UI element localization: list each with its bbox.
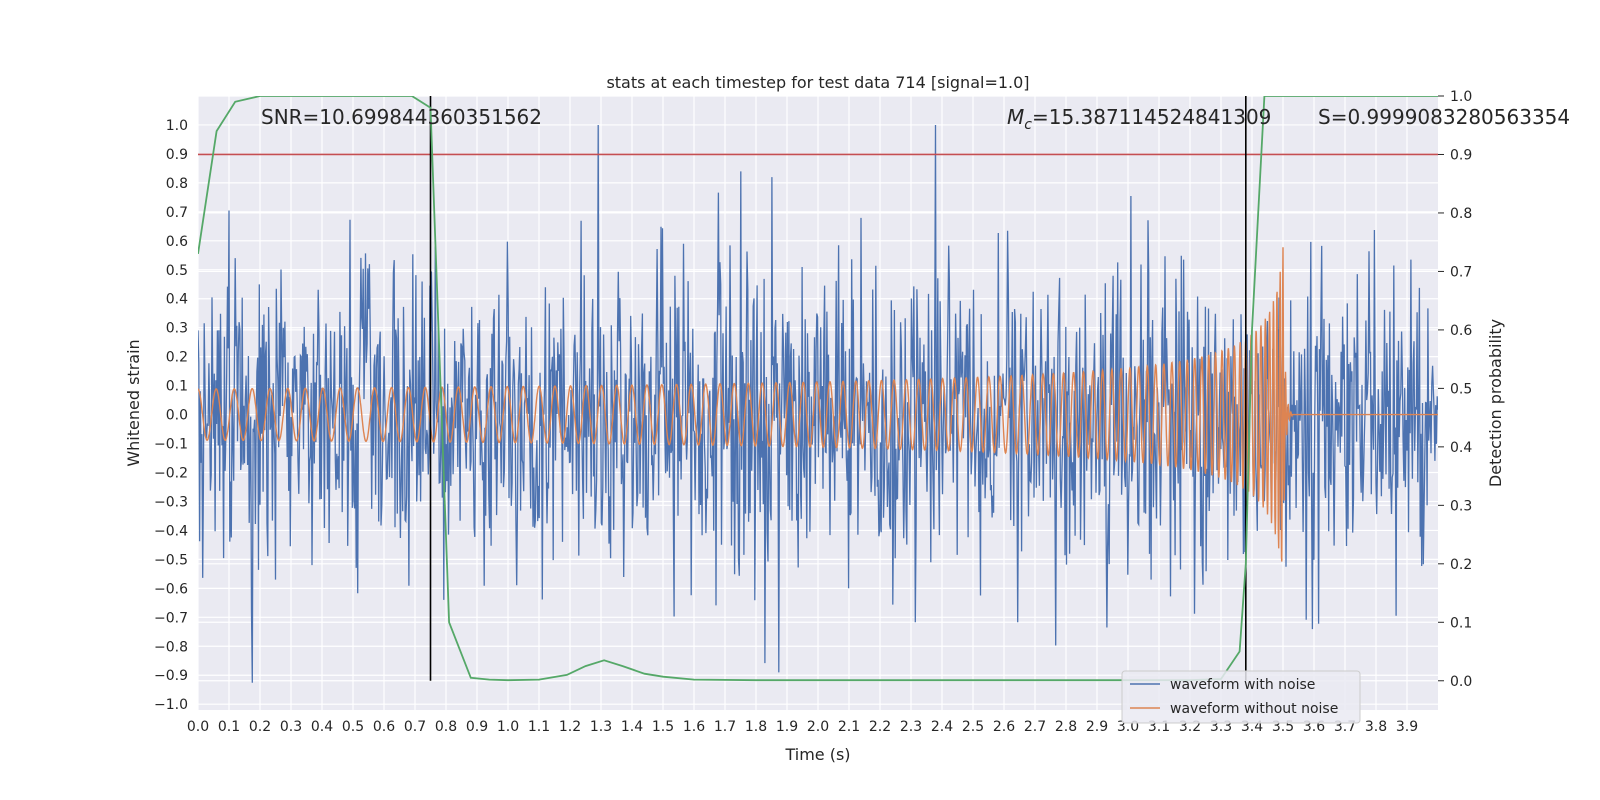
y-left-tick-label: 0.5 xyxy=(166,263,188,279)
x-tick-label: 2.4 xyxy=(931,719,953,735)
x-axis-label: Time (s) xyxy=(784,745,850,764)
y-left-tick-label: 0.4 xyxy=(166,292,188,308)
x-tick-label: 2.5 xyxy=(962,719,984,735)
mc-symbol: M xyxy=(1007,105,1024,129)
y-left-tick-label: −0.1 xyxy=(154,437,188,453)
x-tick-label: 1.1 xyxy=(528,719,550,735)
mc-annotation: Mc=15.387114524841309 xyxy=(1007,105,1271,133)
y-right-tick-label: 0.2 xyxy=(1450,557,1472,573)
y-left-tick-label: 0.2 xyxy=(166,350,188,366)
x-tick-label: 1.3 xyxy=(590,719,612,735)
y-left-tick-label: 0.3 xyxy=(166,321,188,337)
plot-area xyxy=(198,96,1438,683)
y-left-tick-label: −0.3 xyxy=(154,494,188,510)
x-tick-label: 2.6 xyxy=(993,719,1015,735)
y-left-tick-label: −0.8 xyxy=(154,639,188,655)
x-tick-label: 0.9 xyxy=(466,719,488,735)
y-right-tick-label: 0.9 xyxy=(1450,147,1472,163)
chart-title: stats at each timestep for test data 714… xyxy=(606,73,1029,92)
x-tick-label: 3.8 xyxy=(1365,719,1387,735)
y-left-tick-label: 0.7 xyxy=(166,205,188,221)
legend-label-clean: waveform without noise xyxy=(1170,701,1338,717)
x-tick-label: 2.2 xyxy=(869,719,891,735)
y-axis-right-ticks: 1.0 0.9 0.8 0.7 0.6 0.5 0.4 0.3 0.2 0.1 0.0 xyxy=(1438,89,1472,690)
x-tick-label: 0.1 xyxy=(218,719,240,735)
x-tick-label: 0.6 xyxy=(373,719,395,735)
x-tick-label: 2.0 xyxy=(807,719,829,735)
x-tick-label: 2.8 xyxy=(1055,719,1077,735)
x-tick-label: 2.3 xyxy=(900,719,922,735)
y-right-tick-label: 1.0 xyxy=(1450,89,1472,105)
x-tick-label: 2.1 xyxy=(838,719,860,735)
x-tick-label: 1.4 xyxy=(621,719,643,735)
x-tick-label: 1.9 xyxy=(776,719,798,735)
y-right-tick-label: 0.5 xyxy=(1450,381,1472,397)
snr-annotation: SNR=10.699844360351562 xyxy=(261,105,542,129)
x-tick-label: 0.2 xyxy=(249,719,271,735)
y-left-tick-label: 0.1 xyxy=(166,379,188,395)
y-right-tick-label: 0.0 xyxy=(1450,674,1472,690)
x-tick-label: 3.9 xyxy=(1396,719,1418,735)
x-tick-label: 2.9 xyxy=(1086,719,1108,735)
y-left-tick-label: −0.6 xyxy=(154,581,188,597)
series-waveform-without-noise xyxy=(198,247,1438,562)
x-tick-label: 0.8 xyxy=(435,719,457,735)
mc-subscript: c xyxy=(1024,117,1032,133)
s-annotation: S=0.9999083280563354 xyxy=(1318,105,1570,129)
y-left-tick-label: 0.8 xyxy=(166,176,188,192)
y-left-tick-label: −0.2 xyxy=(154,466,188,482)
y-right-tick-label: 0.4 xyxy=(1450,440,1472,456)
x-tick-label: 1.0 xyxy=(497,719,519,735)
y-left-tick-label: −1.0 xyxy=(154,697,188,713)
x-tick-label: 0.5 xyxy=(342,719,364,735)
legend-label-noise: waveform with noise xyxy=(1170,677,1315,693)
legend-box xyxy=(1121,670,1361,724)
y-left-tick-label: −0.9 xyxy=(154,668,188,684)
y-right-tick-label: 0.3 xyxy=(1450,498,1472,514)
y-right-tick-label: 0.1 xyxy=(1450,615,1472,631)
x-tick-label: 2.7 xyxy=(1024,719,1046,735)
x-tick-label: 1.7 xyxy=(714,719,736,735)
legend: waveform with noise waveform without noi… xyxy=(1121,670,1361,724)
x-tick-label: 1.8 xyxy=(745,719,767,735)
y-left-tick-label: 0.6 xyxy=(166,234,188,250)
x-tick-label: 0.4 xyxy=(311,719,333,735)
y-right-tick-label: 0.6 xyxy=(1450,323,1472,339)
mc-value: =15.387114524841309 xyxy=(1032,105,1271,129)
y-left-tick-label: 0.0 xyxy=(166,408,188,424)
y-left-tick-label: 1.0 xyxy=(166,118,188,134)
x-tick-label: 1.2 xyxy=(559,719,581,735)
x-tick-label: 0.3 xyxy=(280,719,302,735)
x-tick-label: 0.0 xyxy=(187,719,209,735)
x-tick-label: 0.7 xyxy=(404,719,426,735)
x-tick-label: 1.5 xyxy=(652,719,674,735)
y-left-tick-label: 0.9 xyxy=(166,147,188,163)
y-axis-left-ticks: 1.0 0.9 0.8 0.7 0.6 0.5 0.4 0.3 0.2 0.1 0.0 −0.1 −0.… xyxy=(154,118,188,713)
y-right-tick-label: 0.8 xyxy=(1450,206,1472,222)
y-axis-right-label: Detection probability xyxy=(1486,319,1505,487)
y-left-tick-label: −0.4 xyxy=(154,523,188,539)
series-detection-probability xyxy=(198,96,1438,682)
y-left-tick-label: −0.5 xyxy=(154,552,188,568)
x-tick-label: 1.6 xyxy=(683,719,705,735)
y-right-tick-label: 0.7 xyxy=(1450,264,1472,280)
y-axis-left-label: Whitened strain xyxy=(124,339,143,466)
y-left-tick-label: −0.7 xyxy=(154,610,188,626)
